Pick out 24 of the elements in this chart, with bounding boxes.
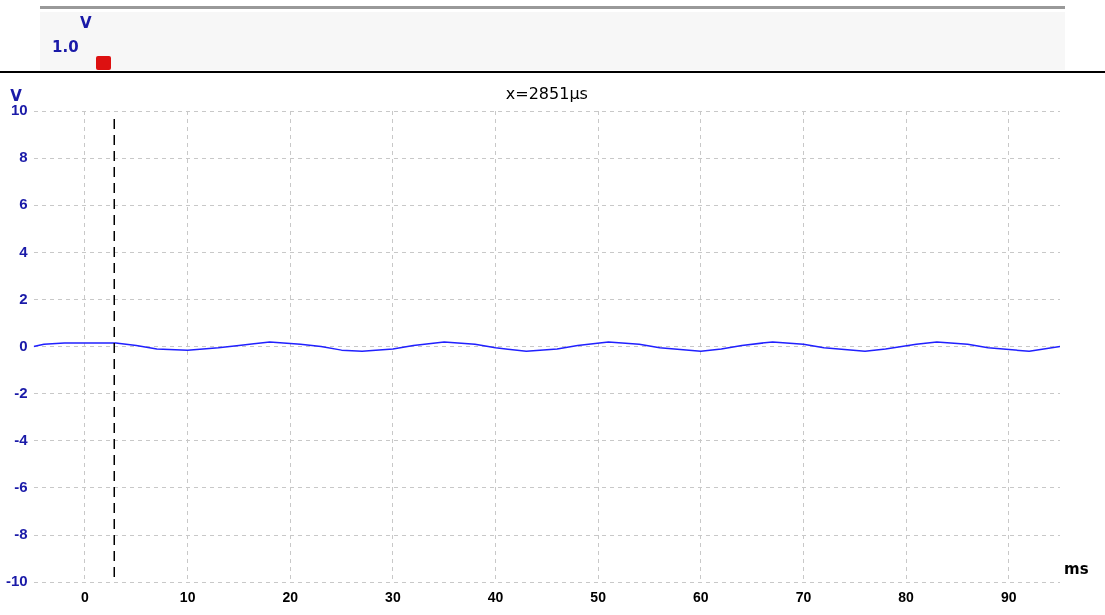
x-tick-label: 70	[795, 589, 812, 606]
x-tick-label: 30	[385, 589, 401, 606]
x-tick-label: 10	[179, 589, 196, 606]
y-tick-label: 8	[19, 148, 28, 166]
x-tick-label: 0	[81, 589, 90, 606]
y-tick-label: 0	[19, 336, 28, 354]
x-axis-title: ms	[1064, 560, 1089, 579]
y-tick-label: -6	[14, 478, 28, 496]
x-tick-label: 40	[487, 589, 504, 606]
x-tick-label: 50	[590, 589, 607, 606]
x-tick-label: 60	[693, 589, 709, 606]
x-tick-label: 90	[1000, 589, 1017, 606]
text: 1.0	[52, 38, 79, 56]
y-tick-label: 6	[19, 195, 28, 213]
y-tick-label: 4	[19, 242, 29, 260]
y-tick-label: -2	[14, 383, 28, 401]
x-tick-label: 20	[282, 589, 299, 606]
y-tick-label: -8	[14, 525, 28, 543]
chart-title: x=2851µs	[505, 84, 588, 104]
y-tick-label: 2	[19, 289, 28, 307]
text: V	[80, 14, 92, 32]
y-tick-label: -10	[5, 572, 28, 590]
y-tick-label: -4	[14, 430, 29, 448]
x-tick-label: 80	[898, 589, 915, 606]
